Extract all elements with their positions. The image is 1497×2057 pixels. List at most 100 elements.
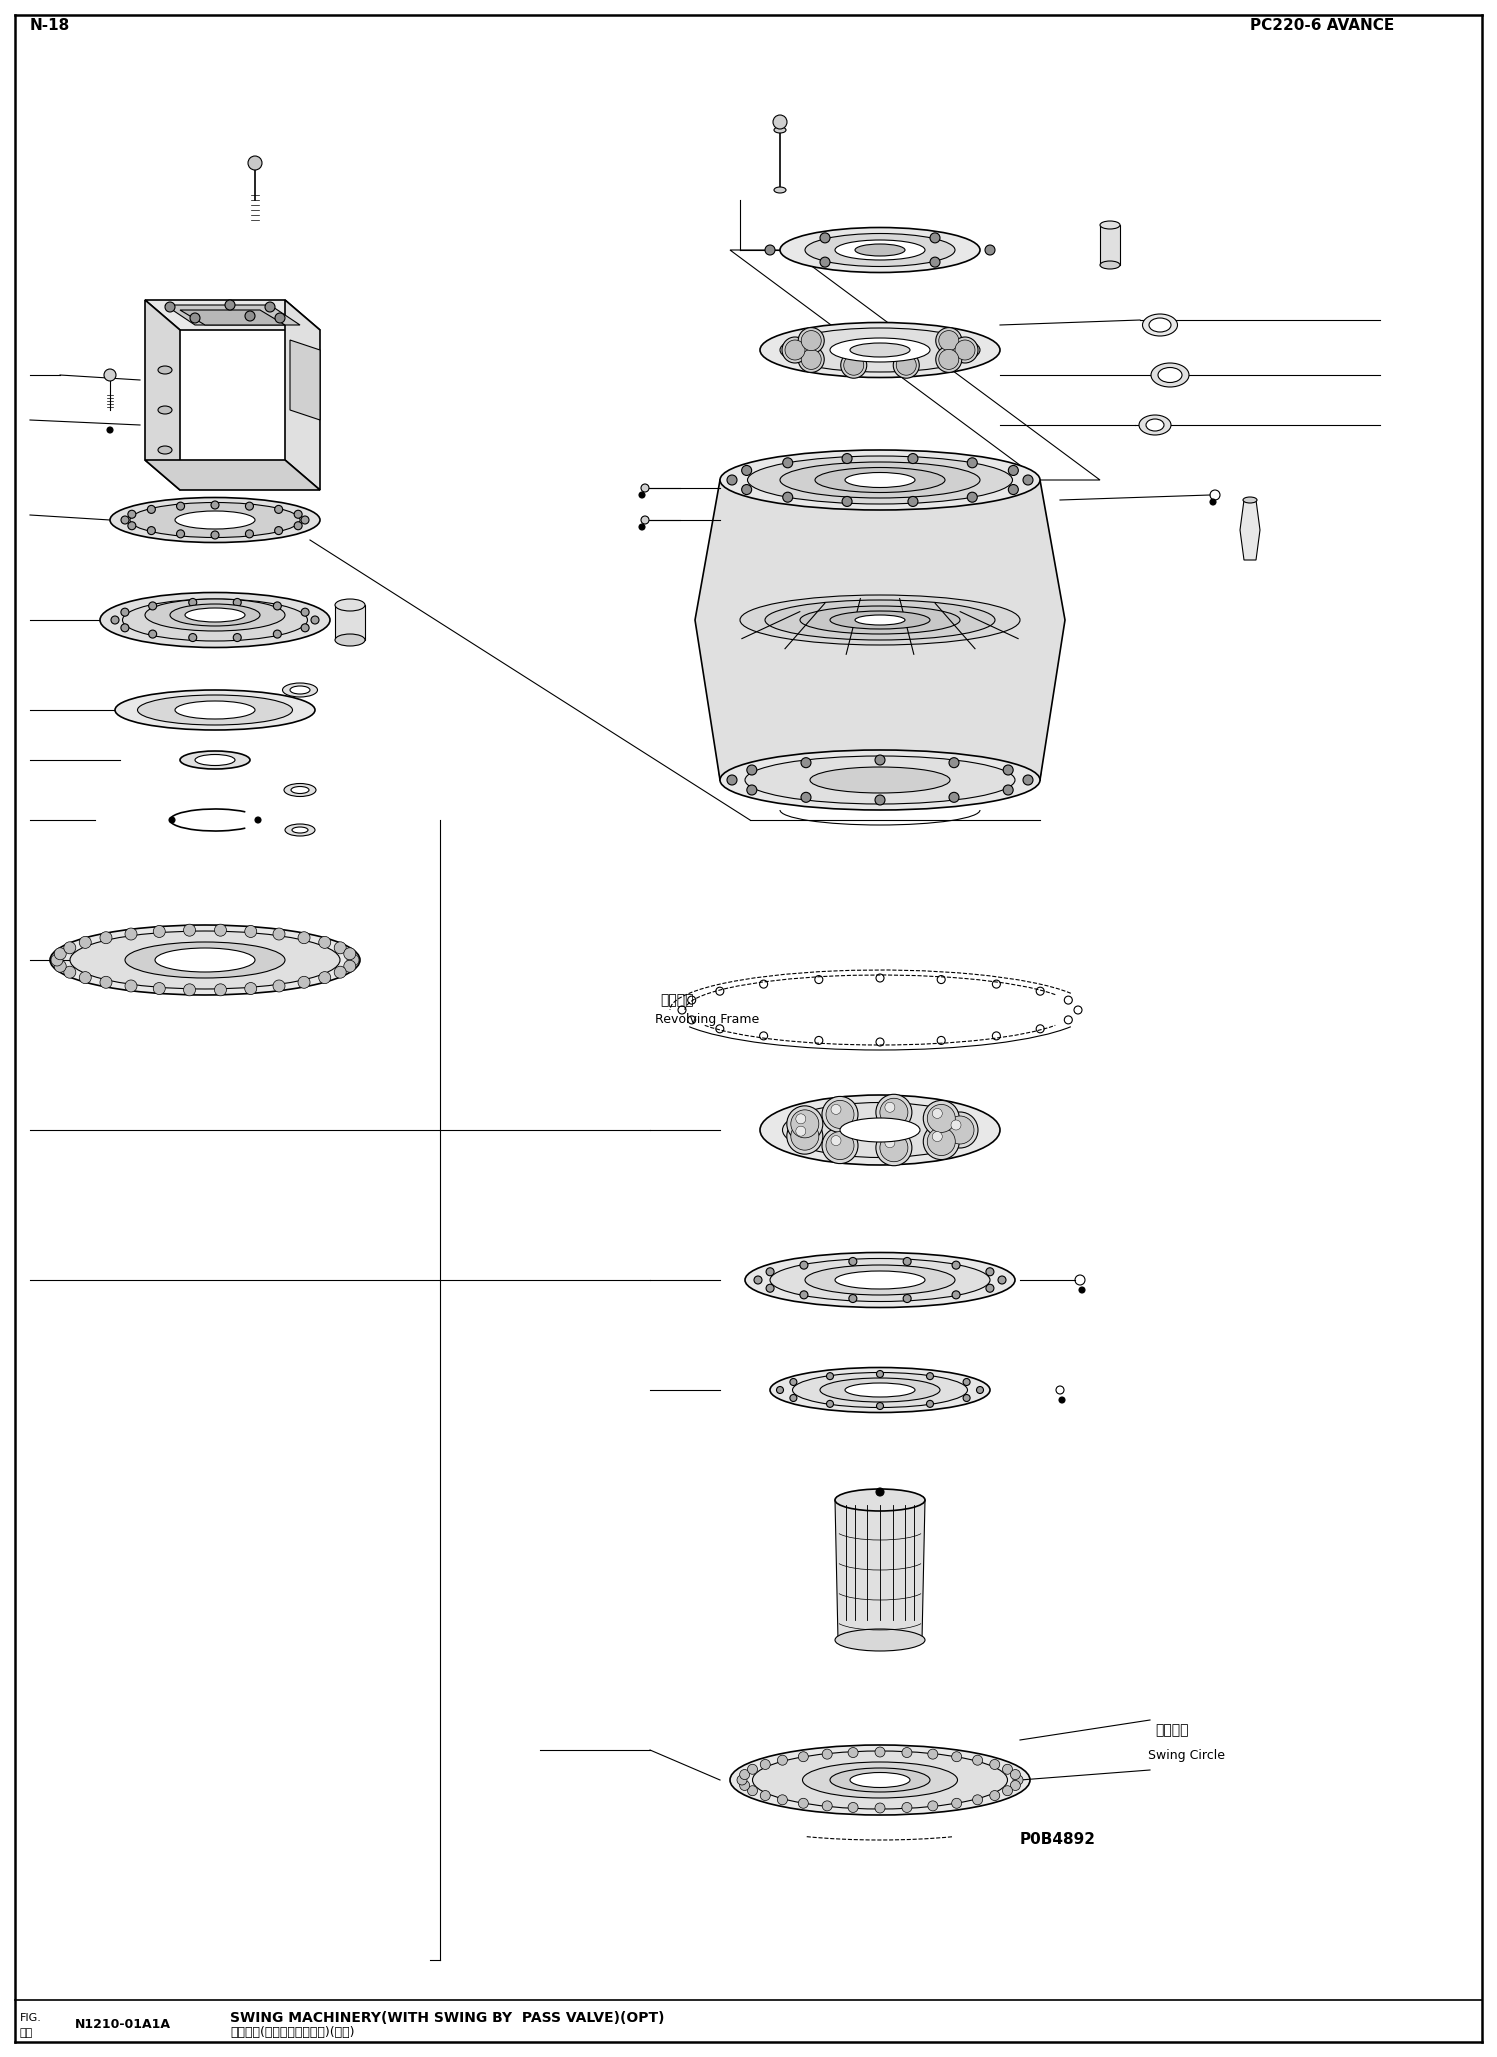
Circle shape: [976, 1386, 984, 1393]
Ellipse shape: [171, 605, 260, 625]
Circle shape: [1009, 485, 1018, 494]
Circle shape: [344, 948, 356, 961]
Circle shape: [877, 1370, 883, 1378]
Ellipse shape: [1151, 362, 1189, 387]
Circle shape: [885, 1138, 895, 1148]
Circle shape: [189, 634, 196, 642]
Circle shape: [876, 1094, 912, 1129]
Text: FIG.: FIG.: [19, 2014, 42, 2022]
Circle shape: [127, 522, 136, 531]
Circle shape: [777, 1386, 783, 1393]
Ellipse shape: [835, 1271, 925, 1290]
Polygon shape: [290, 339, 320, 420]
Ellipse shape: [1142, 315, 1178, 335]
Circle shape: [169, 817, 175, 823]
Circle shape: [147, 527, 156, 535]
Circle shape: [747, 1765, 757, 1775]
Ellipse shape: [829, 337, 930, 362]
Circle shape: [127, 510, 136, 518]
Circle shape: [641, 516, 650, 525]
Circle shape: [1022, 475, 1033, 485]
Text: N-18: N-18: [30, 19, 70, 33]
Circle shape: [927, 1372, 934, 1380]
Circle shape: [760, 1790, 771, 1800]
Ellipse shape: [799, 607, 960, 634]
Polygon shape: [145, 300, 180, 490]
Circle shape: [930, 257, 940, 267]
Ellipse shape: [829, 1769, 930, 1792]
Circle shape: [148, 603, 157, 611]
Ellipse shape: [802, 1763, 958, 1798]
Circle shape: [787, 1107, 823, 1142]
Circle shape: [54, 961, 66, 973]
Circle shape: [234, 634, 241, 642]
Circle shape: [64, 967, 76, 979]
Circle shape: [933, 1109, 942, 1119]
Circle shape: [955, 339, 975, 360]
Circle shape: [274, 603, 281, 611]
Circle shape: [952, 1292, 960, 1298]
Circle shape: [826, 1401, 834, 1407]
Ellipse shape: [769, 1259, 990, 1302]
Ellipse shape: [49, 926, 359, 996]
Circle shape: [894, 352, 919, 378]
Ellipse shape: [159, 366, 172, 374]
Ellipse shape: [769, 1368, 990, 1413]
Circle shape: [924, 1100, 960, 1135]
Circle shape: [765, 245, 775, 255]
Circle shape: [843, 453, 852, 463]
Circle shape: [246, 502, 253, 510]
Circle shape: [876, 1746, 885, 1757]
Ellipse shape: [850, 1773, 910, 1788]
Circle shape: [274, 506, 283, 514]
Circle shape: [1003, 786, 1013, 794]
Circle shape: [121, 623, 129, 631]
Ellipse shape: [792, 1372, 967, 1407]
Ellipse shape: [774, 187, 786, 193]
Circle shape: [843, 496, 852, 506]
Circle shape: [214, 924, 226, 936]
Circle shape: [274, 527, 283, 535]
Circle shape: [844, 356, 864, 374]
Circle shape: [801, 792, 811, 802]
Circle shape: [952, 1798, 961, 1808]
Circle shape: [103, 368, 115, 381]
Circle shape: [1009, 465, 1018, 475]
Text: Revolving Frame: Revolving Frame: [656, 1014, 759, 1026]
Circle shape: [876, 1804, 885, 1812]
Circle shape: [246, 311, 254, 321]
Ellipse shape: [765, 601, 996, 640]
Circle shape: [777, 1796, 787, 1804]
Circle shape: [301, 609, 308, 617]
Polygon shape: [335, 605, 365, 640]
Ellipse shape: [195, 755, 235, 765]
Text: 回转马达(带回转异动防止阀)(洗配): 回转马达(带回转异动防止阀)(洗配): [231, 2026, 355, 2038]
Circle shape: [799, 1292, 808, 1298]
Circle shape: [903, 1294, 912, 1302]
Circle shape: [822, 1800, 832, 1810]
Text: SWING MACHINERY(WITH SWING BY  PASS VALVE)(OPT): SWING MACHINERY(WITH SWING BY PASS VALVE…: [231, 2012, 665, 2024]
Circle shape: [246, 531, 253, 537]
Ellipse shape: [850, 344, 910, 358]
Circle shape: [880, 1133, 907, 1162]
Ellipse shape: [1139, 416, 1171, 434]
Circle shape: [963, 1378, 970, 1386]
Ellipse shape: [1150, 319, 1171, 331]
Circle shape: [973, 1796, 982, 1804]
Circle shape: [909, 453, 918, 463]
Circle shape: [822, 1127, 858, 1164]
Circle shape: [876, 794, 885, 804]
Circle shape: [936, 327, 961, 354]
Circle shape: [927, 1401, 934, 1407]
Circle shape: [275, 313, 284, 323]
Text: Swing Circle: Swing Circle: [1148, 1748, 1225, 1761]
Ellipse shape: [780, 228, 981, 272]
Circle shape: [777, 1755, 787, 1765]
Ellipse shape: [783, 1103, 978, 1158]
Ellipse shape: [720, 751, 1040, 810]
Circle shape: [165, 302, 175, 313]
Circle shape: [311, 615, 319, 623]
Circle shape: [772, 115, 787, 130]
Circle shape: [301, 516, 308, 525]
Circle shape: [334, 967, 346, 979]
